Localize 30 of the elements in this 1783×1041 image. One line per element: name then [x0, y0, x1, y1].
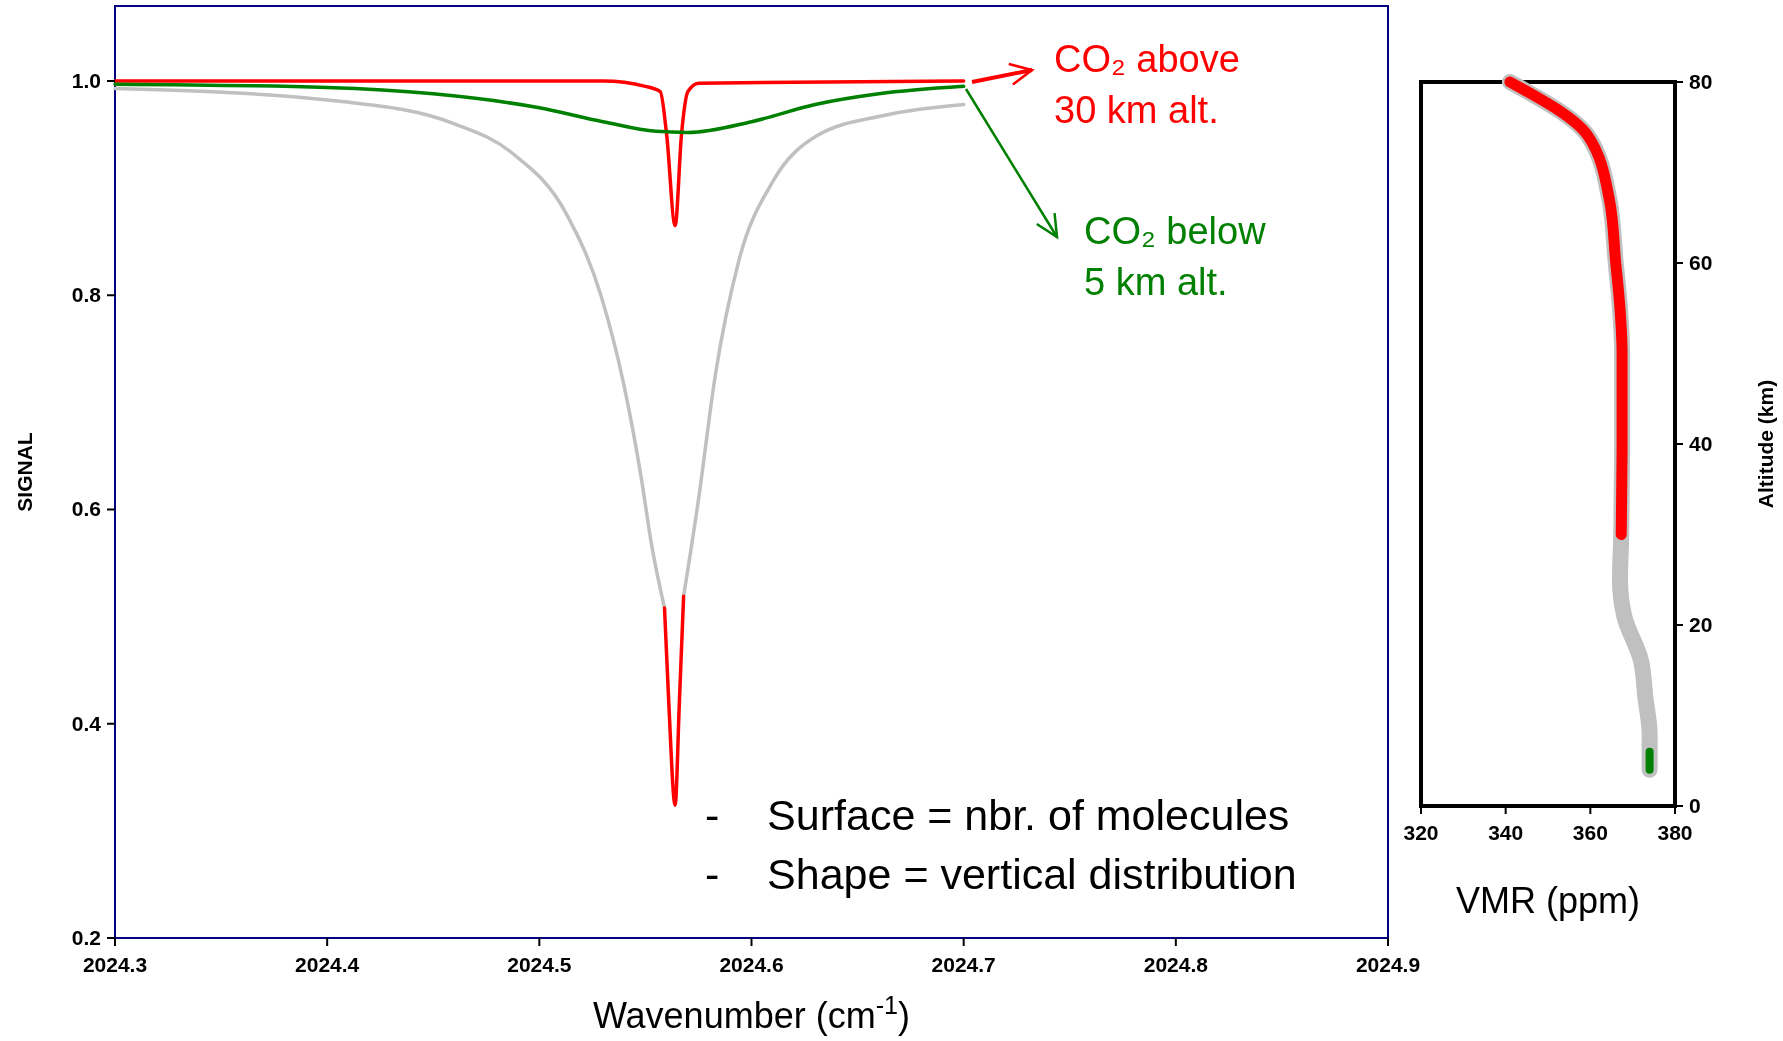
- y-tick-label: 80: [1689, 70, 1713, 93]
- y-axis-title: Altitude (km): [1754, 379, 1777, 509]
- x-tick-label: 2024.9: [1355, 953, 1421, 976]
- x-tick-label: 380: [1657, 821, 1693, 844]
- x-axis-title: Wavenumber (cm$^{-1}$): [592, 991, 911, 1036]
- x-tick-label: 320: [1403, 821, 1439, 844]
- y-tick-label: 0.6: [71, 497, 101, 521]
- annotation: - Surface = nbr. of molecules: [705, 791, 1290, 839]
- x-axis-title: VMR (ppm): [1455, 880, 1641, 921]
- legend-label: CO₂ below 5 km alt.: [1084, 210, 1267, 303]
- y-axis-title: SIGNAL: [13, 432, 36, 512]
- x-tick-label: 2024.3: [82, 953, 148, 976]
- x-tick-label: 2024.5: [507, 953, 572, 976]
- annotation: - Shape = vertical distribution: [705, 850, 1297, 898]
- y-tick-label: 20: [1689, 613, 1713, 636]
- x-tick-label: 2024.7: [931, 953, 996, 976]
- x-tick-label: 340: [1488, 821, 1524, 844]
- y-tick-label: 1.0: [71, 68, 101, 92]
- y-tick-label: 40: [1689, 432, 1713, 455]
- y-tick-label: 0.8: [71, 283, 102, 307]
- legend-label: CO₂ above 30 km alt.: [1054, 38, 1240, 131]
- y-tick-label: 60: [1689, 251, 1713, 274]
- x-tick-label: 2024.4: [295, 953, 360, 976]
- x-tick-label: 2024.8: [1143, 953, 1209, 976]
- y-tick-label: 0: [1689, 794, 1701, 817]
- x-tick-label: 360: [1572, 821, 1608, 844]
- line-series: [662, 594, 686, 807]
- y-tick-label: 0.4: [71, 711, 102, 735]
- x-tick-label: 2024.6: [719, 953, 784, 976]
- y-tick-label: 0.2: [71, 926, 101, 949]
